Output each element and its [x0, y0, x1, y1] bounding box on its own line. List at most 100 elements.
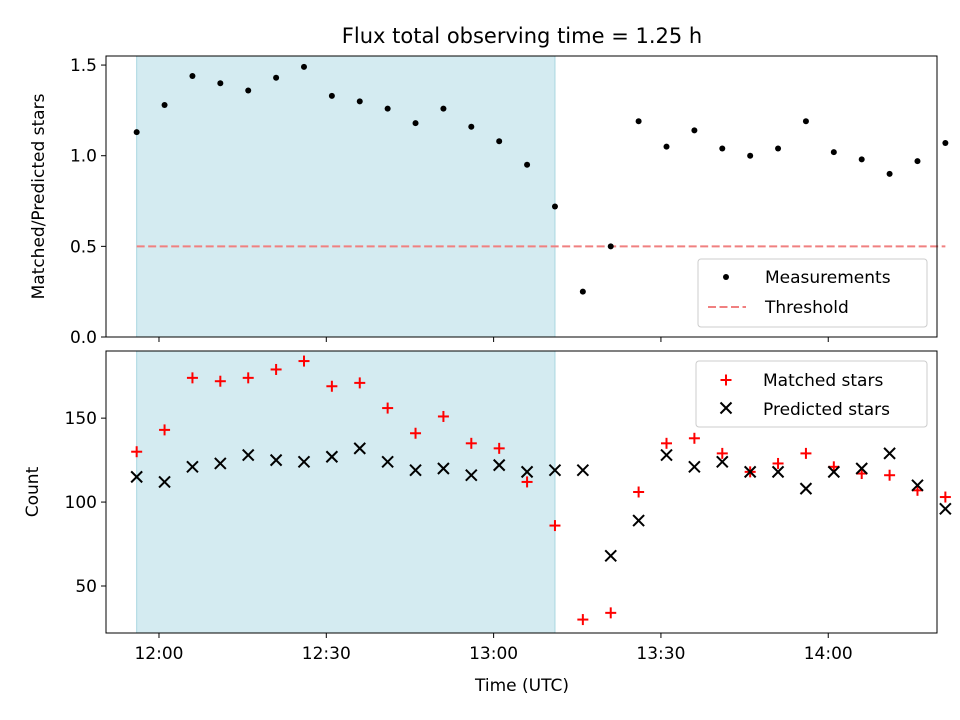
bottom-shaded-region [136, 350, 556, 634]
matched-star-point [884, 469, 896, 481]
measurement-point [635, 118, 642, 125]
measurement-point [468, 123, 475, 130]
legend-predicted-marker [719, 401, 733, 415]
matched-star-point [549, 520, 561, 532]
matched-star-point [493, 442, 505, 454]
predicted-star-point [688, 460, 701, 474]
measurement-point [189, 72, 196, 79]
top-x-ticks [158, 337, 829, 342]
matched-star-point [131, 446, 143, 458]
bottom-y-ticks: 50 100 150 [65, 409, 106, 597]
x-axis-label: Time (UTC) [474, 676, 569, 696]
predicted-star-point [130, 470, 143, 484]
top-y-ticks: 0.0 0.5 1.0 1.5 [70, 56, 106, 348]
measurement-point [886, 170, 893, 177]
measurement-point [858, 156, 865, 163]
top-y-axis-label: Matched/Predicted stars [29, 93, 49, 299]
matched-star-point [633, 486, 645, 498]
bottom-legend: Matched stars Predicted stars [695, 360, 928, 428]
predicted-star-point [214, 457, 227, 470]
measurement-point [217, 80, 224, 87]
predicted-star-point [158, 475, 171, 489]
predicted-star-point [576, 463, 590, 477]
predicted-star-point [353, 442, 366, 455]
measurement-point [440, 105, 447, 112]
matched-star-point [772, 457, 784, 469]
top-shaded-region [136, 55, 556, 338]
predicted-star-point [520, 465, 534, 479]
measurement-point [663, 143, 670, 150]
matched-star-point [465, 437, 477, 449]
x-tick-label: 12:30 [302, 644, 351, 664]
top-y-tick-label: 1.0 [70, 147, 97, 167]
measurement-point [161, 101, 168, 108]
top-legend-box [697, 258, 928, 328]
bottom-axes-frame [105, 350, 938, 634]
bottom-x-ticks: 12:00 12:30 13:00 13:30 14:00 [134, 633, 853, 664]
bottom-y-tick-label: 50 [75, 577, 97, 597]
measurement-point [245, 87, 252, 94]
legend-matched-marker [720, 374, 732, 386]
legend-measurements-label: Measurements [765, 268, 891, 288]
matched-star-point [661, 437, 673, 449]
predicted-star-point [855, 462, 868, 475]
measurement-point [942, 140, 949, 147]
measurement-point [356, 98, 363, 105]
matched-star-point [242, 372, 254, 384]
predicted-star-point [186, 460, 199, 474]
top-y-tick-label: 0.5 [70, 237, 97, 257]
predicted-star-point [632, 514, 645, 527]
measurement-point [775, 145, 782, 152]
measurement-point [384, 105, 391, 112]
chart-title: Flux total observing time = 1.25 h [342, 24, 702, 48]
measurement-point [719, 145, 726, 152]
measurement-point [691, 127, 698, 134]
predicted-star-point [911, 479, 924, 492]
measurement-point [524, 161, 531, 168]
top-y-tick-label: 1.5 [70, 56, 97, 76]
measurement-point [496, 138, 503, 145]
matched-star-point [605, 607, 617, 619]
top-y-tick-label: 0.0 [70, 328, 97, 348]
predicted-star-point [827, 465, 841, 479]
measurement-point [747, 152, 754, 159]
predicted-star-point [660, 448, 673, 462]
matched-star-point [186, 372, 198, 384]
legend-threshold-label: Threshold [764, 298, 849, 318]
matched-star-point [437, 410, 449, 422]
measurement-point [133, 129, 140, 136]
x-tick-label: 13:30 [636, 644, 685, 664]
x-tick-label: 13:00 [469, 644, 518, 664]
measurement-point [914, 158, 921, 165]
bottom-marks [130, 355, 952, 626]
matched-star-point [521, 476, 533, 488]
top-marks [133, 63, 949, 295]
matched-star-point [939, 491, 951, 503]
predicted-star-point [325, 450, 339, 463]
measurement-point [328, 92, 335, 99]
x-tick-label: 12:00 [134, 644, 183, 664]
bottom-legend-box [695, 360, 928, 428]
measurement-point [830, 149, 837, 156]
matched-star-point [800, 447, 812, 459]
predicted-star-point [437, 462, 450, 475]
predicted-star-point [269, 453, 283, 467]
predicted-star-point [604, 549, 617, 562]
predicted-star-point [297, 455, 311, 468]
matched-star-point [716, 447, 728, 459]
matched-star-point [214, 375, 226, 387]
predicted-star-point [548, 463, 562, 477]
predicted-star-point [242, 448, 255, 462]
matched-star-point [354, 377, 366, 389]
predicted-star-point [492, 458, 506, 472]
bottom-y-tick-label: 150 [65, 409, 97, 429]
measurement-point [273, 74, 280, 81]
predicted-star-point [883, 447, 896, 460]
predicted-star-point [743, 465, 757, 479]
matched-star-point [410, 427, 422, 439]
legend-predicted-label: Predicted stars [763, 400, 890, 420]
matched-star-point [382, 402, 394, 414]
legend-measurements-marker [723, 274, 729, 280]
predicted-star-point [465, 469, 478, 482]
